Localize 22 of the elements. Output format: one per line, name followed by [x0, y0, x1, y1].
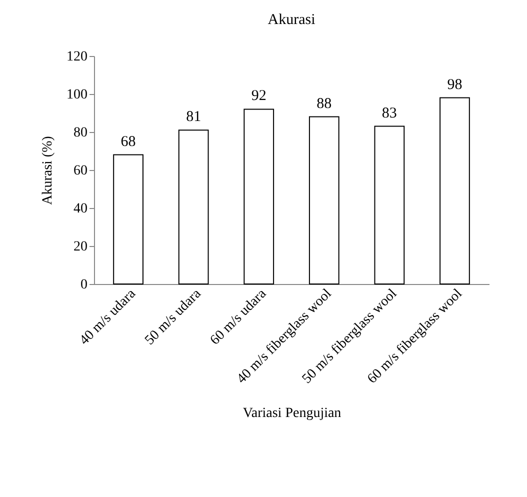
bar: [178, 130, 209, 284]
y-tick-label: 80: [74, 126, 88, 140]
bar: [113, 154, 144, 284]
y-tick-label: 40: [74, 202, 88, 216]
y-tick-label: 0: [80, 278, 88, 292]
bar: [440, 97, 470, 284]
bar: [308, 116, 340, 284]
data-label: 92: [251, 88, 266, 104]
y-tick-label: 100: [66, 88, 88, 102]
chart-title: Akurasi: [268, 12, 316, 28]
x-axis-title: Variasi Pengujian: [242, 406, 342, 422]
data-label: 88: [316, 96, 332, 112]
y-tick-label: 20: [74, 240, 88, 254]
bar: [374, 126, 405, 284]
y-axis-title: Akurasi (%): [40, 136, 56, 205]
data-label: 83: [382, 105, 397, 122]
y-tick-label: 120: [66, 50, 88, 64]
bar: [244, 108, 274, 284]
data-label: 98: [447, 76, 462, 93]
y-tick-label: 60: [74, 164, 88, 178]
data-label: 81: [186, 109, 202, 126]
data-label: 68: [120, 134, 136, 150]
